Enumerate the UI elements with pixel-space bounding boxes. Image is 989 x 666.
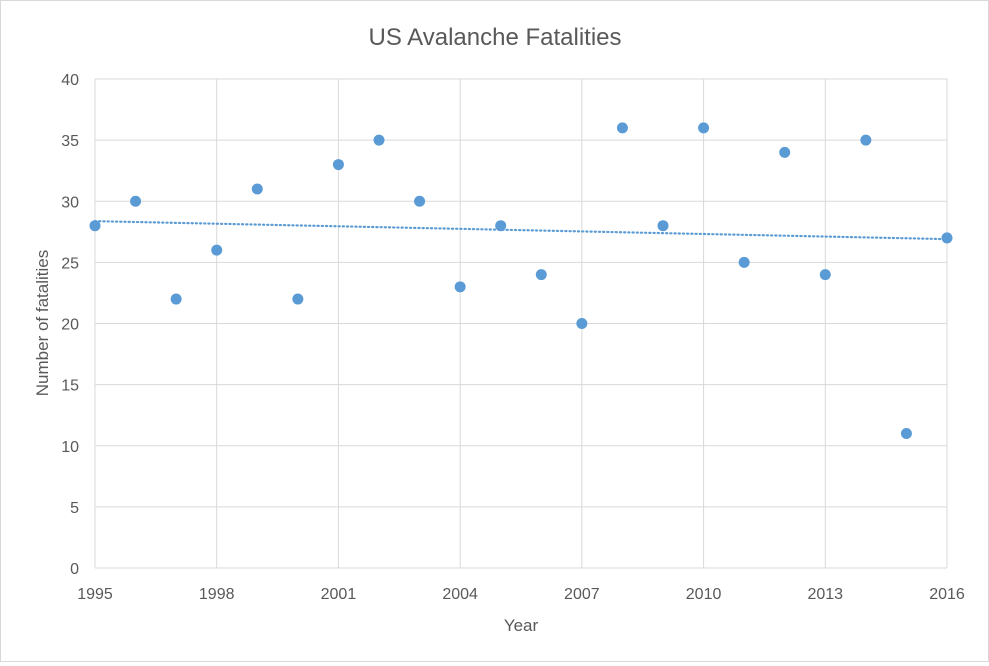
chart-title: US Avalanche Fatalities	[368, 24, 621, 51]
data-point	[616, 122, 628, 134]
data-point	[211, 244, 223, 256]
x-tick-label: 2004	[442, 586, 478, 603]
y-tick-label: 35	[61, 133, 79, 150]
data-point	[170, 293, 182, 305]
data-point	[332, 159, 344, 171]
y-tick-label: 30	[61, 194, 79, 211]
data-point	[292, 293, 304, 305]
y-tick-label: 5	[70, 500, 79, 517]
y-tick-label: 40	[61, 72, 79, 89]
y-tick-label: 20	[61, 317, 79, 334]
data-point	[373, 134, 385, 146]
data-point	[941, 232, 953, 244]
trendline-path	[93, 220, 949, 241]
data-point	[535, 269, 547, 281]
data-point	[454, 281, 466, 293]
data-point	[779, 146, 791, 158]
x-tick-label: 1998	[199, 586, 235, 603]
data-point	[576, 318, 588, 329]
data-point	[495, 220, 507, 232]
x-tick-label: 2007	[564, 586, 600, 603]
x-tick-label: 2010	[686, 586, 722, 603]
x-axis-label: Year	[504, 616, 539, 635]
y-tick-label: 10	[61, 439, 79, 456]
data-point	[698, 122, 710, 134]
x-tick-label: 2013	[807, 586, 843, 603]
data-point	[860, 134, 872, 146]
data-point	[414, 195, 426, 207]
data-point	[89, 220, 101, 232]
y-tick-label: 15	[61, 378, 79, 395]
x-tick-label: 1995	[77, 586, 113, 603]
x-axis-ticks: 1995 1998 2001 2004 2007 2010 2013 2016	[77, 586, 965, 603]
data-points	[89, 122, 953, 440]
data-point	[251, 183, 263, 195]
y-tick-label: 0	[70, 561, 79, 578]
y-tick-label: 25	[61, 255, 79, 272]
y-axis-ticks: 0 5 10 15 20 25 30 35 40	[61, 72, 79, 578]
data-point	[657, 220, 669, 232]
data-point	[130, 195, 142, 207]
x-tick-label: 2016	[929, 586, 965, 603]
trendline	[93, 220, 949, 241]
data-point	[819, 269, 831, 281]
y-axis-label: Number of fatalities	[33, 250, 52, 396]
x-tick-label: 2001	[321, 586, 357, 603]
data-point	[738, 256, 750, 268]
data-point	[900, 428, 912, 440]
gridlines	[94, 78, 948, 569]
